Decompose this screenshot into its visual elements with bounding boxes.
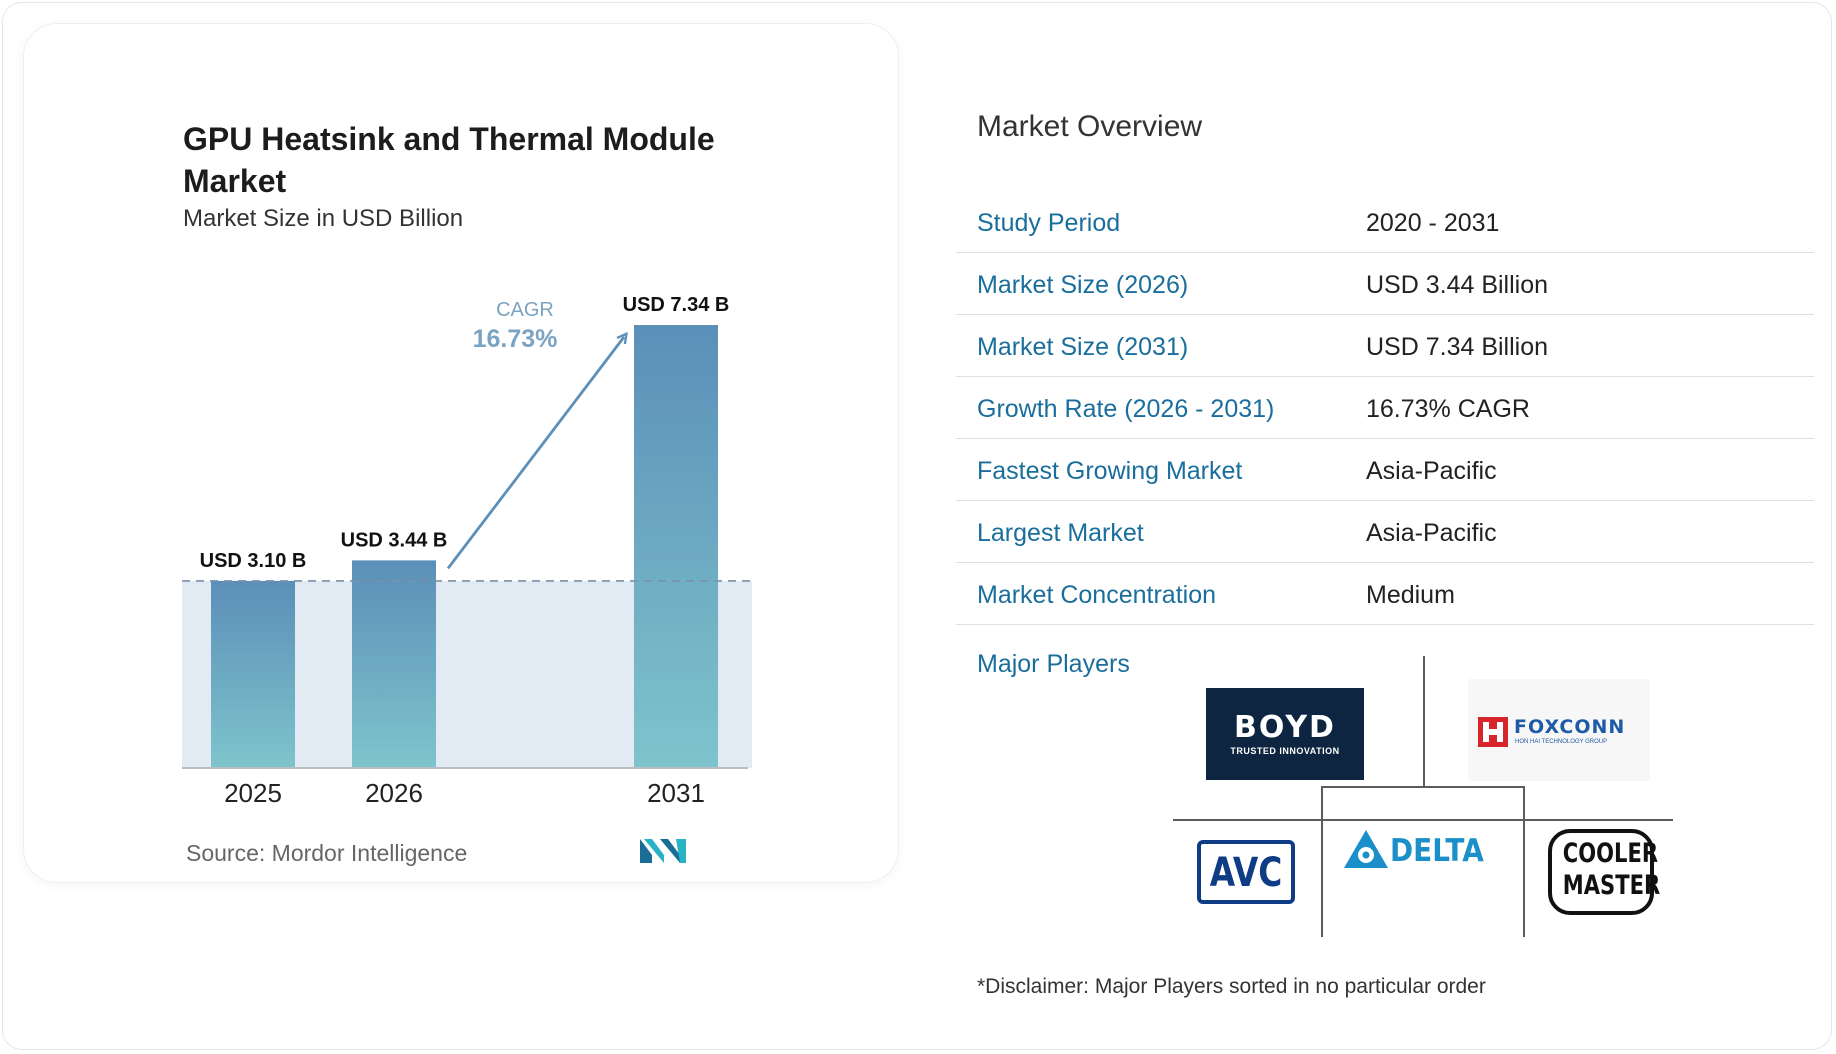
- overview-value: Asia-Pacific: [1366, 457, 1497, 485]
- overview-row: Growth Rate (2026 - 2031) 16.73% CAGR: [956, 377, 1814, 439]
- source-note: Source: Mordor Intelligence: [186, 840, 468, 866]
- avc-logo: AVC: [1197, 840, 1295, 904]
- foxconn-logo-tagline: HON HAI TECHNOLOGY GROUP: [1515, 739, 1608, 745]
- disclaimer-note: *Disclaimer: Major Players sorted in no …: [977, 975, 1486, 998]
- overview-label: Largest Market: [977, 519, 1144, 547]
- overview-value: Medium: [1366, 581, 1455, 609]
- overview-label: Fastest Growing Market: [977, 457, 1243, 485]
- foxconn-logo-name: FOXCONN: [1514, 716, 1626, 738]
- overview-row: Market Size (2026) USD 3.44 Billion: [956, 253, 1814, 315]
- delta-logo: DELTA: [1340, 826, 1520, 876]
- players-grid-line: [1423, 656, 1425, 788]
- overview-row: Largest Market Asia-Pacific: [956, 501, 1814, 563]
- foxconn-mark-icon: [1478, 717, 1508, 747]
- bar-2025: [211, 580, 295, 768]
- overview-value: USD 7.34 Billion: [1366, 333, 1549, 361]
- major-players-label: Major Players: [977, 650, 1130, 678]
- chart-title: GPU Heatsink and Thermal Module Market: [183, 121, 715, 199]
- overview-row: Study Period 2020 - 2031: [956, 191, 1814, 253]
- data-label-2026: USD 3.44 B: [341, 529, 448, 551]
- players-grid-line: [1173, 819, 1673, 821]
- overview-row: Market Concentration Medium: [956, 563, 1814, 625]
- x-tick-2026: 2026: [365, 778, 423, 808]
- overview-value: USD 3.44 Billion: [1366, 271, 1549, 299]
- cagr-value: 16.73%: [473, 325, 558, 353]
- delta-logo-name: DELTA: [1390, 833, 1484, 869]
- overview-label: Study Period: [977, 209, 1121, 237]
- delta-mark-icon: [1344, 830, 1388, 868]
- data-label-2025: USD 3.10 B: [200, 550, 307, 572]
- cooler-master-line1: COOLER: [1562, 838, 1659, 869]
- cooler-master-logo: COOLER MASTER: [1548, 829, 1661, 915]
- overview-row: Fastest Growing Market Asia-Pacific: [956, 439, 1814, 501]
- overview-label: Market Size (2026): [977, 271, 1189, 299]
- bar-2031: [634, 325, 718, 768]
- foxconn-logo: FOXCONN HON HAI TECHNOLOGY GROUP: [1468, 679, 1650, 781]
- overview-value: 2020 - 2031: [1366, 209, 1500, 237]
- boyd-logo-name: BOYD: [1234, 710, 1336, 745]
- players-grid-line: [1321, 786, 1323, 937]
- bar-chart: USD 3.10 B 2025 USD 3.44 B 2026 USD 7.34 B 20…: [182, 294, 752, 808]
- chart-subtitle: Market Size in USD Billion: [183, 205, 464, 232]
- cagr-label: CAGR: [496, 299, 554, 321]
- overview-label: Market Concentration: [977, 581, 1217, 609]
- overview-row: Market Size (2031) USD 7.34 Billion: [956, 315, 1814, 377]
- cagr-arrow: [446, 337, 624, 570]
- overview-value: Asia-Pacific: [1366, 519, 1497, 547]
- cooler-master-line2: MASTER: [1562, 870, 1661, 901]
- x-tick-2025: 2025: [224, 778, 282, 808]
- players-grid-line: [1321, 786, 1525, 788]
- mordor-logo-icon: [640, 839, 686, 863]
- bar-2026: [352, 560, 436, 768]
- avc-logo-name: AVC: [1209, 850, 1283, 896]
- market-overview-table: Study Period 2020 - 2031 Market Size (20…: [956, 191, 1814, 625]
- boyd-logo-tagline: TRUSTED INNOVATION: [1230, 746, 1340, 756]
- overview-label: Market Size (2031): [977, 333, 1189, 361]
- boyd-logo: BOYD TRUSTED INNOVATION: [1206, 688, 1364, 780]
- overview-label: Growth Rate (2026 - 2031): [977, 395, 1275, 423]
- players-grid-line: [1523, 786, 1525, 937]
- x-tick-2031: 2031: [647, 778, 705, 808]
- overview-value: 16.73% CAGR: [1366, 395, 1530, 423]
- market-overview-title: Market Overview: [977, 110, 1203, 143]
- data-label-2031: USD 7.34 B: [623, 294, 730, 316]
